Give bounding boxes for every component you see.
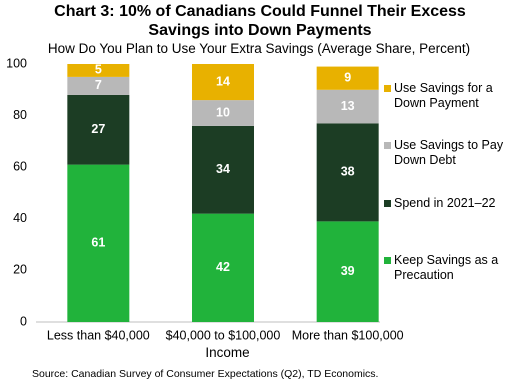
data-label: 38 — [341, 165, 355, 179]
data-label: 13 — [341, 99, 355, 113]
data-label: 10 — [216, 105, 230, 119]
bar-segment — [67, 76, 130, 95]
legend-label: Keep Savings as a Precaution — [394, 253, 499, 282]
bar-segment — [316, 221, 379, 322]
y-tick-label: 60 — [13, 159, 27, 173]
data-label: 39 — [341, 264, 355, 278]
y-tick-label: 20 — [13, 263, 27, 277]
y-tick-label: 0 — [20, 314, 27, 328]
data-label: 7 — [95, 78, 102, 92]
bar-segment — [67, 64, 130, 77]
bar-segment — [192, 100, 254, 126]
data-label: 5 — [95, 63, 102, 77]
legend-label: Spend in 2021–22 — [394, 196, 496, 210]
y-tick-label: 100 — [6, 56, 27, 70]
data-label: 9 — [344, 70, 351, 84]
bar-segment — [192, 125, 254, 214]
bar-segment — [192, 213, 254, 322]
source: Source: Canadian Survey of Consumer Expe… — [32, 368, 379, 380]
legend-swatch — [384, 200, 391, 207]
x-axis-label: Income — [205, 345, 250, 360]
data-label: 61 — [91, 236, 105, 250]
bar-segment — [67, 94, 130, 165]
legend-swatch — [384, 257, 391, 264]
chart-title: Chart 3: 10% of Canadians Could Funnel T… — [54, 3, 466, 39]
x-tick-label: Less than $40,000 — [47, 328, 150, 342]
x-tick-label: $40,000 to $100,000 — [166, 328, 281, 342]
data-label: 14 — [216, 74, 230, 88]
bar-segment — [316, 89, 379, 124]
data-label: 27 — [91, 122, 105, 136]
bar-segment — [67, 164, 130, 322]
y-tick-label: 40 — [13, 211, 27, 225]
chart-subtitle: How Do You Plan to Use Your Extra Saving… — [47, 41, 471, 56]
data-label: 42 — [216, 260, 230, 274]
x-tick-label: More than $100,000 — [292, 328, 404, 342]
legend-swatch — [384, 142, 391, 149]
legend-label: Use Savings to Pay Down Debt — [394, 138, 504, 167]
bar-segment — [316, 66, 379, 90]
bar-segment — [192, 64, 254, 101]
y-tick-label: 80 — [13, 108, 27, 122]
legend-swatch — [384, 85, 391, 92]
bar-segment — [316, 123, 379, 222]
legend-label: Use Savings for a Down Payment — [394, 81, 493, 110]
data-label: 34 — [216, 162, 230, 176]
